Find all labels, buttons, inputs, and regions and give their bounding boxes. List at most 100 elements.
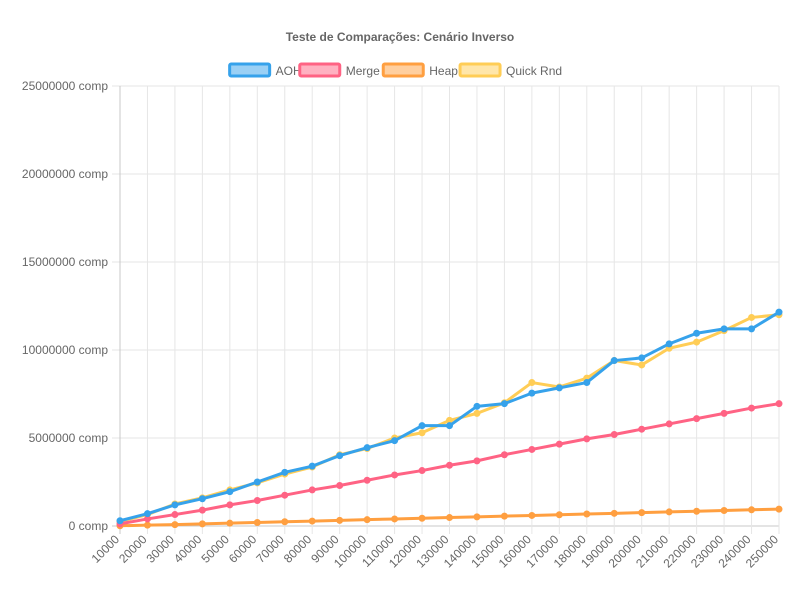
data-point-quick-rnd xyxy=(473,409,481,417)
data-point-merge xyxy=(638,425,646,433)
data-point-merge xyxy=(720,409,728,417)
data-point-aoh xyxy=(143,510,151,518)
data-point-heap xyxy=(308,517,316,525)
data-point-merge xyxy=(473,457,481,465)
data-point-quick-rnd xyxy=(748,313,756,321)
data-point-heap xyxy=(253,518,261,526)
data-point-quick-rnd xyxy=(638,361,646,369)
data-point-heap xyxy=(391,515,399,523)
data-point-merge xyxy=(528,445,536,453)
data-point-heap xyxy=(473,513,481,521)
y-tick-label: 10000000 comp xyxy=(22,343,108,357)
data-point-heap xyxy=(418,514,426,522)
data-point-merge xyxy=(281,491,289,499)
y-tick-label: 25000000 comp xyxy=(22,79,108,93)
data-point-aoh xyxy=(226,488,234,496)
data-point-merge xyxy=(665,420,673,428)
data-point-aoh xyxy=(418,422,426,430)
data-point-heap xyxy=(198,520,206,528)
data-point-aoh xyxy=(555,384,563,392)
legend-swatch xyxy=(298,62,342,78)
data-point-heap xyxy=(446,514,453,522)
data-point-heap xyxy=(665,508,673,516)
data-point-merge xyxy=(446,461,453,469)
data-point-heap xyxy=(638,509,646,517)
data-point-heap xyxy=(583,510,591,518)
x-tick-label: 70000 xyxy=(253,532,287,566)
data-point-merge xyxy=(253,496,261,504)
y-tick-label: 0 comp xyxy=(69,519,109,533)
data-point-aoh xyxy=(528,389,536,397)
legend: AOH Merge Heap Quick Rnd xyxy=(228,62,562,78)
data-point-merge xyxy=(198,506,206,514)
data-point-aoh xyxy=(500,400,508,408)
chart-title: Teste de Comparações: Cenário Inverso xyxy=(286,30,515,44)
legend-swatch xyxy=(381,62,425,78)
series-aoh xyxy=(116,308,783,525)
y-tick-label: 15000000 comp xyxy=(22,255,108,269)
data-point-heap xyxy=(693,507,701,515)
data-point-aoh xyxy=(336,452,344,460)
data-point-aoh xyxy=(253,478,261,486)
data-point-heap xyxy=(336,516,344,524)
x-axis: 1000020000300004000050000600007000080000… xyxy=(89,532,782,570)
x-tick-label: 20000 xyxy=(116,532,150,566)
data-point-heap xyxy=(555,511,563,519)
legend-label: AOH xyxy=(276,64,302,78)
data-point-aoh xyxy=(748,325,756,333)
data-point-merge xyxy=(171,511,179,519)
legend-item-merge[interactable]: Merge xyxy=(298,62,380,78)
data-point-merge xyxy=(336,482,344,490)
data-point-aoh xyxy=(446,422,453,430)
data-point-merge xyxy=(500,451,508,459)
data-point-aoh xyxy=(638,354,646,362)
legend-item-quick-rnd[interactable]: Quick Rnd xyxy=(458,62,562,78)
data-point-merge xyxy=(226,501,234,509)
data-point-aoh xyxy=(693,329,701,337)
data-point-merge xyxy=(610,430,618,438)
data-point-aoh xyxy=(775,308,783,316)
data-point-merge xyxy=(308,486,316,494)
data-point-heap xyxy=(528,511,536,519)
data-point-heap xyxy=(281,518,289,526)
grid xyxy=(112,85,780,534)
data-point-heap xyxy=(610,509,618,517)
data-point-aoh xyxy=(198,495,206,503)
data-point-aoh xyxy=(720,325,728,333)
data-point-aoh xyxy=(308,462,316,470)
data-point-merge xyxy=(418,467,426,475)
data-point-quick-rnd xyxy=(528,379,536,387)
data-point-quick-rnd xyxy=(693,338,701,346)
data-point-merge xyxy=(555,440,563,448)
legend-item-heap[interactable]: Heap xyxy=(381,62,458,78)
data-point-heap xyxy=(720,507,728,515)
data-point-aoh xyxy=(391,437,399,445)
legend-item-aoh[interactable]: AOH xyxy=(228,62,302,78)
data-point-heap xyxy=(748,506,756,514)
data-point-aoh xyxy=(116,517,124,525)
x-tick-label: 50000 xyxy=(198,532,232,566)
y-tick-label: 20000000 comp xyxy=(22,167,108,181)
y-axis: 0 comp 5000000 comp 10000000 comp 15000000 … xyxy=(22,79,108,533)
data-point-aoh xyxy=(665,340,673,348)
x-tick-label: 40000 xyxy=(171,532,205,566)
plot-area xyxy=(116,308,783,530)
legend-label: Quick Rnd xyxy=(506,64,562,78)
data-point-heap xyxy=(171,521,179,529)
data-point-heap xyxy=(143,521,151,529)
data-point-merge xyxy=(775,400,783,408)
data-point-merge xyxy=(693,415,701,423)
data-point-aoh xyxy=(583,379,591,387)
data-point-heap xyxy=(775,505,783,513)
data-point-merge xyxy=(391,471,399,479)
x-tick-label: 30000 xyxy=(144,532,178,566)
x-tick-label: 80000 xyxy=(281,532,315,566)
legend-swatch xyxy=(458,62,502,78)
legend-label: Heap xyxy=(429,64,458,78)
data-point-aoh xyxy=(171,501,179,509)
data-point-aoh xyxy=(610,357,618,365)
data-point-quick-rnd xyxy=(418,429,426,437)
data-point-merge xyxy=(748,404,756,412)
series-heap xyxy=(116,505,783,530)
